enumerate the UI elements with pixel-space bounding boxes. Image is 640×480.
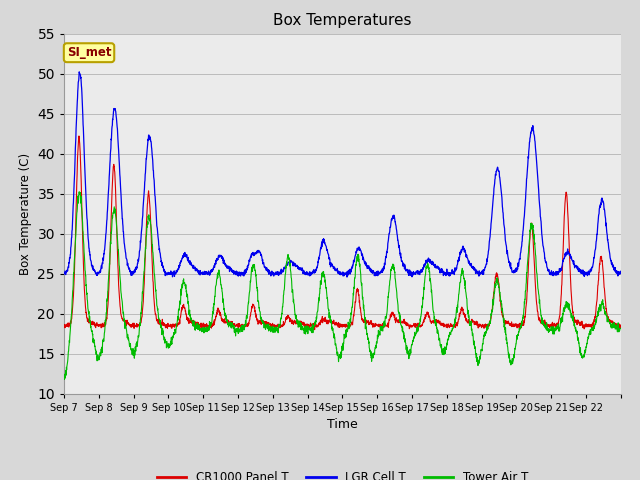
Text: SI_met: SI_met [67,46,111,59]
Legend: CR1000 Panel T, LGR Cell T, Tower Air T: CR1000 Panel T, LGR Cell T, Tower Air T [152,466,532,480]
Title: Box Temperatures: Box Temperatures [273,13,412,28]
Y-axis label: Box Temperature (C): Box Temperature (C) [19,153,32,275]
X-axis label: Time: Time [327,418,358,431]
